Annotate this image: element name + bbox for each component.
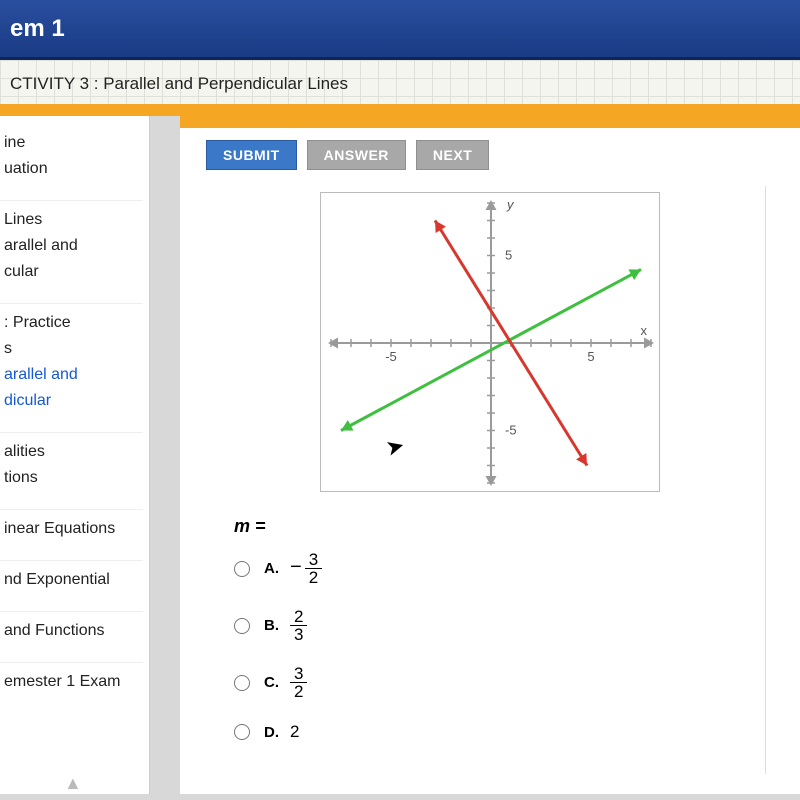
- option-letter: C.: [264, 674, 282, 691]
- accent-strip: [0, 104, 800, 116]
- option-letter: A.: [264, 560, 282, 577]
- app-header: em 1: [0, 0, 800, 60]
- sidebar-item[interactable]: tions: [0, 465, 143, 491]
- answer-button[interactable]: ANSWER: [307, 140, 406, 170]
- sidebar-item[interactable]: Lines: [0, 207, 143, 233]
- sidebar-item[interactable]: : Practice: [0, 310, 143, 336]
- svg-text:x: x: [641, 323, 648, 338]
- question-area: m = A.−32 B.23 C.32 D.2: [206, 516, 774, 742]
- option-letter: B.: [264, 617, 282, 634]
- svg-text:-5: -5: [505, 423, 517, 438]
- option-radio[interactable]: [234, 724, 250, 740]
- answer-option[interactable]: C.32: [234, 665, 774, 700]
- sidebar: ineuationLinesarallel andcular: Practice…: [0, 116, 150, 794]
- content-panel: SUBMIT ANSWER NEXT -5 5 5 -5 x y m = A.−32 B.2…: [180, 116, 800, 794]
- sidebar-item[interactable]: alities: [0, 439, 143, 465]
- scroll-down-icon: ▲: [64, 773, 82, 794]
- answer-option[interactable]: D.2: [234, 722, 774, 742]
- button-row: SUBMIT ANSWER NEXT: [206, 140, 774, 170]
- sidebar-item[interactable]: s: [0, 336, 143, 362]
- gap: [150, 116, 180, 794]
- option-letter: D.: [264, 724, 282, 741]
- svg-text:5: 5: [587, 349, 594, 364]
- question-stem: m =: [234, 516, 774, 537]
- sidebar-item[interactable]: uation: [0, 156, 143, 182]
- submit-button[interactable]: SUBMIT: [206, 140, 297, 170]
- sidebar-item[interactable]: dicular: [0, 388, 143, 414]
- option-radio[interactable]: [234, 561, 250, 577]
- sidebar-item[interactable]: arallel and: [0, 362, 143, 388]
- answer-option[interactable]: A.−32: [234, 551, 774, 586]
- sidebar-item[interactable]: ine: [0, 130, 143, 156]
- sidebar-item[interactable]: nd Exponential: [0, 567, 143, 593]
- svg-text:y: y: [506, 197, 515, 212]
- activity-title: CTIVITY 3 : Parallel and Perpendicular L…: [10, 74, 348, 93]
- activity-bar: CTIVITY 3 : Parallel and Perpendicular L…: [0, 60, 800, 104]
- svg-text:-5: -5: [385, 349, 397, 364]
- answer-option[interactable]: B.23: [234, 608, 774, 643]
- sidebar-item[interactable]: arallel and: [0, 233, 143, 259]
- svg-text:5: 5: [505, 248, 512, 263]
- next-button[interactable]: NEXT: [416, 140, 489, 170]
- chart-wrap: -5 5 5 -5 x y: [206, 192, 774, 492]
- sidebar-item[interactable]: cular: [0, 259, 143, 285]
- option-radio[interactable]: [234, 618, 250, 634]
- sidebar-item[interactable]: and Functions: [0, 618, 143, 644]
- divider: [765, 186, 766, 774]
- sidebar-item[interactable]: emester 1 Exam: [0, 669, 143, 695]
- sidebar-item[interactable]: inear Equations: [0, 516, 143, 542]
- header-title: em 1: [10, 15, 65, 42]
- coordinate-chart: -5 5 5 -5 x y: [320, 192, 660, 492]
- option-radio[interactable]: [234, 675, 250, 691]
